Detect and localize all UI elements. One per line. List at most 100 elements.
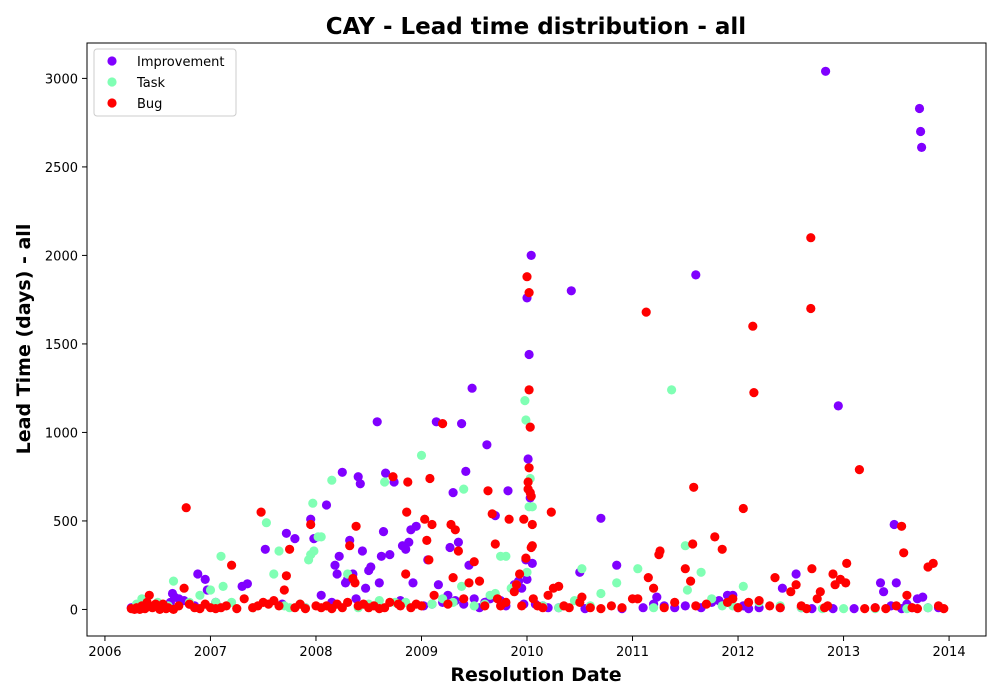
legend-box — [93, 48, 237, 117]
series-bug — [126, 233, 949, 615]
data-point — [425, 473, 435, 484]
data-point — [411, 521, 421, 531]
data-point — [181, 503, 191, 513]
data-point — [144, 590, 154, 600]
data-point — [376, 551, 386, 561]
data-point — [469, 557, 479, 567]
data-point — [802, 604, 812, 614]
data-point — [854, 465, 865, 475]
data-point — [596, 588, 606, 599]
data-point — [889, 519, 899, 530]
data-point — [445, 542, 455, 553]
data-point — [520, 396, 530, 406]
data-point — [357, 546, 367, 556]
data-point — [308, 498, 318, 508]
data-point — [521, 553, 531, 563]
data-point — [680, 601, 690, 611]
data-point — [503, 486, 513, 496]
data-point — [655, 546, 665, 556]
data-point — [380, 477, 390, 487]
data-point — [353, 472, 363, 482]
data-point — [775, 603, 785, 613]
data-point — [490, 539, 500, 549]
data-point — [728, 594, 738, 604]
data-point — [448, 573, 458, 583]
data-point — [765, 601, 775, 611]
data-point — [242, 579, 252, 589]
data-point — [459, 484, 469, 494]
data-point — [717, 544, 727, 554]
y-tick-label: 2000 — [45, 249, 78, 264]
data-point — [381, 468, 391, 478]
data-point — [526, 491, 536, 501]
data-point — [777, 583, 788, 593]
legend-marker — [107, 56, 117, 66]
data-point — [422, 535, 432, 546]
data-point — [285, 544, 295, 554]
data-point — [923, 603, 933, 613]
data-point — [281, 528, 291, 538]
data-point — [680, 564, 690, 574]
data-point — [897, 521, 907, 531]
data-point — [659, 603, 669, 613]
data-point — [501, 597, 511, 608]
data-point — [300, 604, 310, 614]
data-point — [427, 519, 437, 530]
data-point — [306, 519, 316, 530]
data-point — [748, 321, 758, 331]
data-point — [688, 539, 698, 549]
x-tick-label: 2011 — [616, 645, 649, 660]
data-point — [522, 567, 532, 577]
data-point — [738, 503, 748, 514]
data-point — [523, 477, 533, 487]
data-point — [509, 587, 519, 597]
y-tick-label: 3000 — [45, 72, 78, 87]
data-point — [519, 514, 529, 524]
data-point — [806, 303, 816, 314]
data-point — [670, 597, 680, 608]
data-point — [546, 507, 556, 517]
data-point — [221, 601, 231, 611]
data-point — [791, 580, 801, 590]
data-point — [385, 597, 395, 608]
data-point — [345, 541, 355, 551]
x-tick-label: 2013 — [827, 645, 860, 660]
y-tick-label: 1500 — [45, 338, 78, 353]
data-point — [332, 569, 342, 579]
legend-label: Bug — [137, 97, 162, 112]
data-point — [870, 603, 880, 613]
data-point — [527, 519, 537, 530]
data-point — [522, 574, 532, 585]
data-point — [525, 422, 535, 432]
legend: Improvement Task Bug — [93, 48, 237, 117]
data-point — [321, 500, 332, 510]
data-point — [388, 472, 398, 482]
data-point — [438, 419, 448, 429]
data-point — [309, 546, 319, 556]
data-point — [427, 599, 437, 609]
data-point — [524, 385, 534, 395]
data-point — [401, 569, 411, 579]
data-point — [596, 513, 606, 523]
x-tick-label: 2012 — [721, 645, 754, 660]
plot-frame — [86, 42, 987, 637]
data-point — [749, 388, 759, 398]
data-point — [316, 590, 326, 600]
data-point — [395, 601, 405, 611]
data-point — [744, 597, 754, 608]
data-point — [260, 544, 270, 554]
data-point — [833, 401, 843, 411]
data-point — [279, 585, 289, 595]
data-point — [464, 578, 474, 588]
data-point — [633, 564, 643, 574]
data-point — [821, 66, 831, 76]
data-point — [526, 250, 536, 260]
x-tick-label: 2010 — [510, 645, 543, 660]
data-point — [232, 604, 242, 614]
data-point — [710, 532, 720, 542]
data-point — [823, 601, 833, 611]
data-point — [842, 558, 852, 569]
data-point — [517, 601, 527, 611]
data-point — [828, 569, 838, 579]
